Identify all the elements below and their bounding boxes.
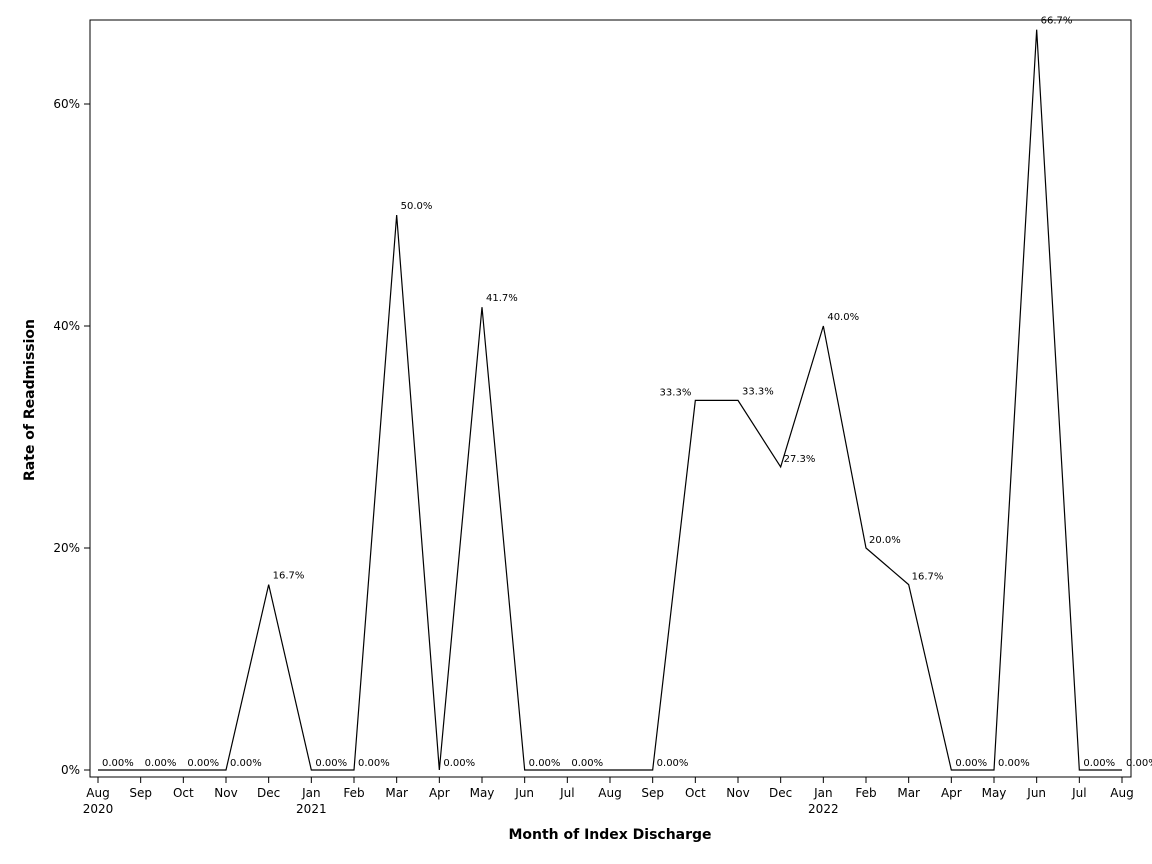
data-label: 0.00% [1083, 758, 1115, 769]
data-point [1121, 769, 1124, 772]
data-point [907, 583, 910, 586]
data-label: 16.7% [912, 572, 944, 583]
x-tick-label: Feb [855, 786, 876, 800]
data-point [865, 547, 868, 550]
data-point [993, 769, 996, 772]
x-tick-label: Oct [173, 786, 194, 800]
y-tick-label: 0% [61, 763, 80, 777]
data-point [225, 769, 228, 772]
x-tick-label: May [470, 786, 495, 800]
x-tick-label: Jul [559, 786, 574, 800]
data-point [779, 465, 782, 468]
x-tick-label: Aug [598, 786, 621, 800]
data-point [139, 769, 142, 772]
x-tick-label: Jun [1026, 786, 1046, 800]
data-point [353, 769, 356, 772]
x-tick-label: Oct [685, 786, 706, 800]
data-label: 33.3% [660, 387, 692, 398]
x-tick-label: Sep [129, 786, 152, 800]
data-label: 40.0% [827, 312, 859, 323]
x-tick-label: Apr [429, 786, 450, 800]
data-point [523, 769, 526, 772]
data-point [1078, 769, 1081, 772]
chart-marks: 0% 20% 40% 60% Aug 2020 Sep Oct Nov Dec Jan 2021 Feb… [53, 16, 1152, 816]
data-point [395, 214, 398, 217]
data-label: 0.00% [230, 758, 262, 769]
data-point [310, 769, 313, 772]
x-tick-year-label: 2021 [296, 802, 327, 816]
x-tick-label: Jan [813, 786, 833, 800]
data-label: 50.0% [401, 201, 433, 212]
plot-frame [89, 19, 1132, 778]
data-label: 0.00% [571, 758, 603, 769]
x-tick-year-label: 2020 [83, 802, 114, 816]
data-point [609, 769, 612, 772]
data-label: 16.7% [273, 571, 305, 582]
x-tick-label: Jun [514, 786, 534, 800]
x-tick-label: Mar [385, 786, 408, 800]
y-axis-title: Rate of Readmission [22, 319, 38, 481]
data-point [737, 399, 740, 402]
data-label: 0.00% [102, 758, 134, 769]
data-label: 66.7% [1041, 16, 1073, 27]
x-tick-label: Jul [1071, 786, 1086, 800]
x-tick-label: Nov [726, 786, 749, 800]
x-tick-label: Aug [1110, 786, 1133, 800]
x-tick-label: Apr [941, 786, 962, 800]
data-label: 0.00% [145, 758, 177, 769]
data-label: 20.0% [869, 535, 901, 546]
data-point [438, 769, 441, 772]
data-point [694, 399, 697, 402]
data-label: 0.00% [1126, 758, 1152, 769]
y-tick-label: 60% [53, 97, 80, 111]
data-label: 0.00% [529, 758, 561, 769]
data-label: 27.3% [784, 454, 816, 465]
data-point [822, 325, 825, 328]
x-tick-label: Dec [769, 786, 792, 800]
x-tick-label: Jan [301, 786, 321, 800]
data-label: 41.7% [486, 293, 518, 304]
data-label: 0.00% [358, 758, 390, 769]
data-point [481, 306, 484, 309]
x-tick-label: Feb [343, 786, 364, 800]
data-label: 0.00% [443, 758, 475, 769]
data-point [566, 769, 569, 772]
x-tick-label: May [982, 786, 1007, 800]
data-label: 0.00% [955, 758, 987, 769]
series-line [98, 29, 1122, 771]
data-label: 33.3% [742, 386, 774, 397]
x-tick-label: Dec [257, 786, 280, 800]
data-point [182, 769, 185, 772]
x-axis-title: Month of Index Discharge [508, 827, 711, 843]
x-tick-label: Aug [86, 786, 109, 800]
y-tick-label: 20% [53, 541, 80, 555]
data-label: 0.00% [998, 758, 1030, 769]
data-point [267, 583, 270, 586]
data-point [950, 769, 953, 772]
x-tick-label: Nov [214, 786, 237, 800]
data-point [651, 769, 654, 772]
x-tick-label: Mar [897, 786, 920, 800]
data-label: 0.00% [315, 758, 347, 769]
x-tick-label: Sep [641, 786, 664, 800]
x-tick-year-label: 2022 [808, 802, 839, 816]
data-label: 0.00% [187, 758, 219, 769]
y-tick-label: 40% [53, 319, 80, 333]
data-point [97, 769, 100, 772]
data-point [1035, 28, 1038, 31]
data-label: 0.00% [657, 758, 689, 769]
